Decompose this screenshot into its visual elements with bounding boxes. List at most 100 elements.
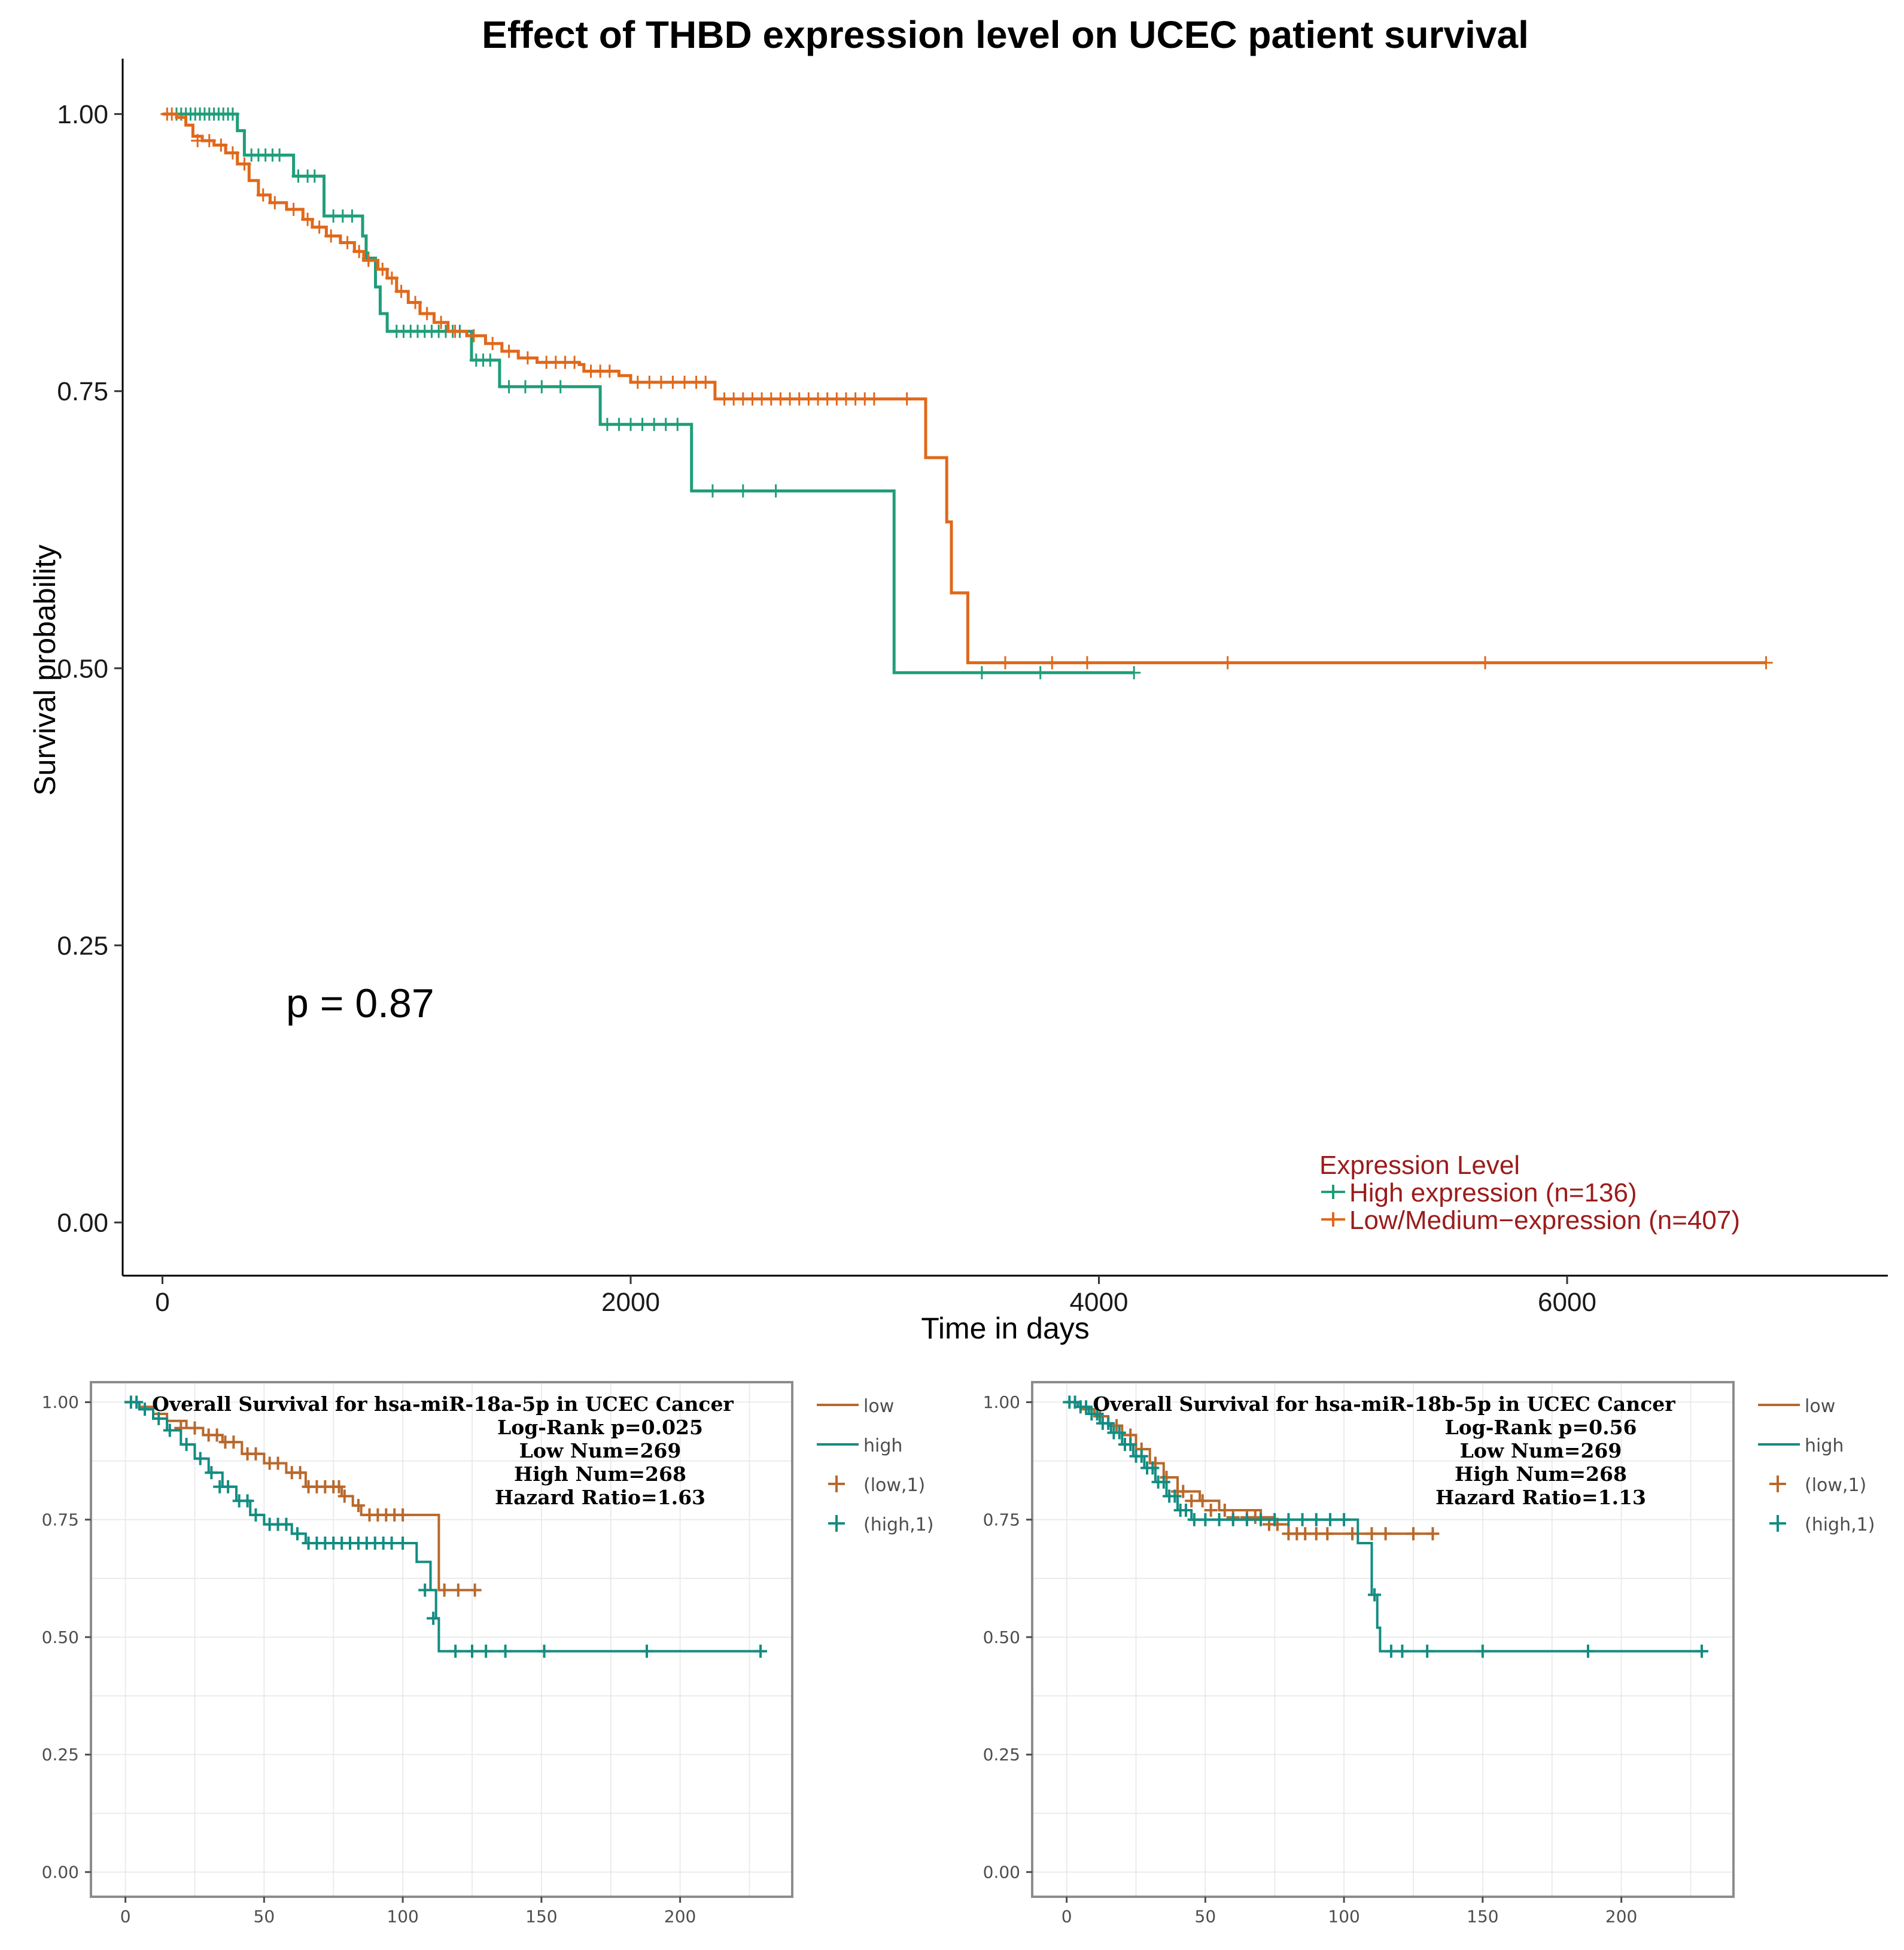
main-xticks-label: 4000: [1070, 1288, 1129, 1317]
sub2-yticks-label: 0.50: [983, 1627, 1020, 1647]
sub1-xticks-label: 50: [254, 1906, 275, 1926]
mir18a-km-chart: 0.00 0.25 0.50 0.75 1.00 0 50 100 150 200 Overal…: [42, 1381, 933, 1926]
sub1-series-censor-mark-low: [188, 1421, 202, 1435]
main-km-chart: Effect of THBD expression level on UCEC …: [28, 13, 1888, 1345]
main-x-axis-label: Time in days: [921, 1312, 1090, 1345]
sub1-series-censor-mark-high: [138, 1403, 152, 1416]
mir18b-legend-high-censor-key: [1769, 1515, 1786, 1532]
mir18b-gridlines: [1033, 1383, 1732, 1896]
mir18a-stat-low-num: Low Num=269: [519, 1439, 682, 1462]
sub2-series-censor-mark-high: [1268, 1513, 1282, 1526]
sub1-xticks-label: 200: [664, 1906, 696, 1926]
sub1-series-censor-mark-high: [163, 1423, 177, 1437]
sub2-series-censor-mark-high: [1179, 1504, 1193, 1517]
main-series-censor-mark-low-medium-expression-n-407: [394, 285, 408, 299]
sub2-series-censor-mark-high: [1090, 1407, 1104, 1421]
main-series-censor-mark-high-expression-n-136: [273, 148, 287, 162]
sub1-yticks-label: 1.00: [42, 1392, 79, 1412]
mir18a-stat-logrank: Log-Rank p=0.025: [497, 1416, 703, 1439]
main-series-censor-mark-high-expression-n-136: [1033, 666, 1047, 680]
sub2-xticks-label: 50: [1195, 1906, 1216, 1926]
sub2-series-censor-mark-high: [1199, 1513, 1212, 1526]
sub2-series-censor-mark-low: [1309, 1527, 1323, 1541]
sub1-series-censor-mark-low: [332, 1480, 346, 1493]
sub2-series-censor-mark-high: [1421, 1644, 1434, 1658]
main-series-censor-mark-low-medium-expression-n-407: [1080, 656, 1094, 670]
sub1-series-censor-mark-high: [290, 1527, 304, 1541]
mir18b-stat-high-num: High Num=268: [1455, 1462, 1627, 1486]
main-yticks-label: 0.25: [57, 931, 108, 960]
main-series-censor-mark-low-medium-expression-n-407: [434, 315, 448, 329]
sub2-series-censor-mark-high: [1226, 1513, 1240, 1526]
main-series-censor-mark-high-expression-n-136: [518, 380, 532, 394]
main-xticks-label: 2000: [601, 1288, 660, 1317]
sub1-series-censor-mark-high: [221, 1480, 235, 1493]
main-y-ticks: 0.00 0.25 0.50 0.75 1.00: [57, 100, 123, 1237]
main-series-censor-mark-low-medium-expression-n-407: [238, 157, 251, 171]
sub2-series-censor-mark-low: [1365, 1527, 1379, 1541]
mir18b-km-chart: 0.00 0.25 0.50 0.75 1.00 0 50 100 150 200 Overal…: [983, 1381, 1875, 1926]
legend-label-high: High expression (n=136): [1349, 1178, 1637, 1207]
sub2-series-censor-mark-high: [1124, 1438, 1137, 1452]
sub1-series-censor-mark-low: [337, 1489, 351, 1503]
main-series-censor-mark-low-medium-expression-n-407: [226, 146, 239, 160]
main-series-censor-mark-high-expression-n-136: [635, 418, 649, 431]
sub1-series-censor-mark-high: [396, 1537, 410, 1550]
main-series-censor-mark-low-medium-expression-n-407: [867, 392, 881, 406]
mir18b-x-ticks: 0 50 100 150 200: [1062, 1897, 1637, 1926]
sub1-series-censor-mark-high: [130, 1395, 144, 1409]
sub2-series-censor-mark-low: [1185, 1494, 1199, 1508]
mir18b-y-ticks: 0.00 0.25 0.50 0.75 1.00: [983, 1392, 1032, 1882]
main-series-curve-high-expression-n-136: [162, 112, 1135, 674]
sub2-series-censor-mark-high: [1323, 1513, 1337, 1526]
main-series-censor-mark-low-medium-expression-n-407: [312, 220, 326, 234]
main-series-censor-mark-high-expression-n-136: [671, 418, 685, 431]
mir18b-stat-logrank: Log-Rank p=0.56: [1445, 1416, 1637, 1439]
main-series-censor-mark-low-medium-expression-n-407: [486, 337, 500, 351]
legend-key-high: [1321, 1185, 1345, 1199]
sub2-series-curve-low: [1066, 1401, 1433, 1535]
main-series-censor-mark-low-medium-expression-n-407: [1045, 656, 1059, 670]
sub1-xticks-label: 150: [525, 1906, 557, 1926]
main-series-censor-mark-low-medium-expression-n-407: [631, 375, 644, 389]
sub2-series-censor-mark-low: [1176, 1484, 1190, 1498]
main-series-censor-mark-low-medium-expression-n-407: [214, 138, 228, 152]
sub2-series-censor-mark-high: [1476, 1644, 1489, 1658]
main-series-censor-mark-low-medium-expression-n-407: [420, 307, 434, 321]
main-series-censor-mark-low-medium-expression-n-407: [287, 202, 300, 216]
sub1-series-censor-mark-high: [754, 1644, 768, 1658]
mir18a-legend-low-censor-key: [828, 1476, 845, 1492]
sub2-series-censor-mark-high: [1254, 1513, 1268, 1526]
main-series-censor-mark-low-medium-expression-n-407: [376, 262, 390, 276]
sub2-series-censor-mark-low: [1321, 1527, 1334, 1541]
sub2-series-censor-mark-low: [1298, 1527, 1312, 1541]
main-series-censor-mark-low-medium-expression-n-407: [699, 375, 713, 389]
main-series-censor-mark-low-medium-expression-n-407: [165, 107, 179, 121]
main-series-censor-mark-low-medium-expression-n-407: [352, 245, 366, 258]
sub1-series-censor-mark-high: [449, 1644, 463, 1658]
mir18a-y-ticks: 0.00 0.25 0.50 0.75 1.00: [42, 1392, 91, 1882]
main-series-censor-mark-low-medium-expression-n-407: [409, 296, 422, 309]
sub2-series-censor-mark-high: [1102, 1416, 1115, 1430]
mir18b-legend-low-censor-key: [1769, 1476, 1786, 1492]
mir18a-legend-low: low: [863, 1396, 894, 1417]
main-series: [160, 107, 1773, 680]
sub1-series-censor-mark-low: [271, 1456, 285, 1470]
sub2-series-censor-mark-high: [1384, 1644, 1398, 1658]
sub2-yticks-label: 0.75: [983, 1510, 1020, 1530]
mir18a-stat-hazard-ratio: Hazard Ratio=1.63: [495, 1486, 705, 1509]
sub1-series-censor-mark-low: [396, 1508, 410, 1522]
main-series-censor-mark-low-medium-expression-n-407: [467, 329, 480, 343]
main-series-censor-mark-low-medium-expression-n-407: [361, 254, 375, 267]
sub2-series-censor-mark-low: [1196, 1494, 1209, 1508]
sub1-xticks-label: 100: [387, 1906, 418, 1926]
sub2-series-censor-mark-high: [1146, 1461, 1160, 1475]
main-series-censor-mark-low-medium-expression-n-407: [1221, 656, 1234, 670]
main-series-censor-mark-high-expression-n-136: [1127, 666, 1141, 680]
sub1-series-censor-mark-high: [537, 1644, 551, 1658]
main-series-censor-mark-low-medium-expression-n-407: [1759, 656, 1773, 670]
main-legend: Expression Level High expression (n=136)…: [1319, 1151, 1740, 1235]
sub2-series-censor-mark-high: [1187, 1513, 1201, 1526]
main-series-censor-mark-high-expression-n-136: [612, 418, 626, 431]
